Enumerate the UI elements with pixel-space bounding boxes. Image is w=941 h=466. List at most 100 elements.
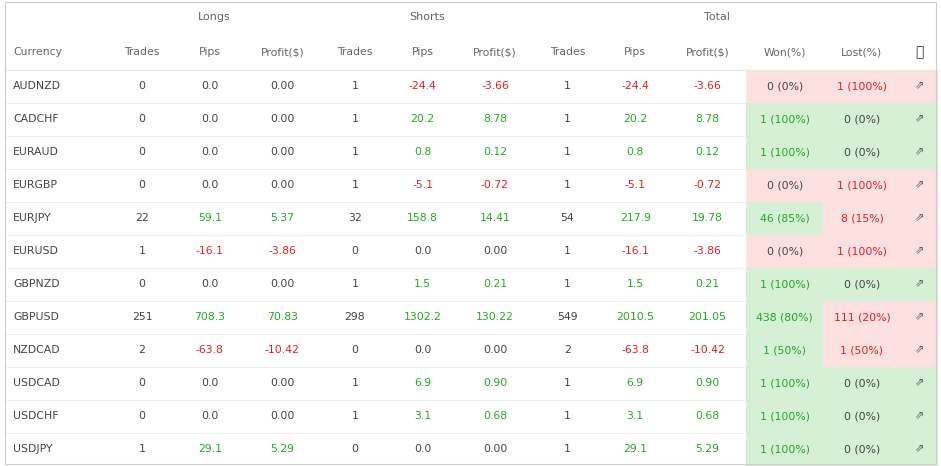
Text: Profit($): Profit($) bbox=[686, 48, 729, 57]
Text: 0 (0%): 0 (0%) bbox=[767, 82, 803, 91]
Bar bbox=[823, 136, 938, 169]
Text: 5.29: 5.29 bbox=[270, 445, 295, 454]
Text: 0.00: 0.00 bbox=[483, 445, 507, 454]
Text: 54: 54 bbox=[561, 213, 574, 223]
Text: NZDCAD: NZDCAD bbox=[13, 345, 61, 356]
Text: Longs: Longs bbox=[199, 13, 231, 22]
Text: -3.86: -3.86 bbox=[694, 247, 722, 256]
Text: -0.72: -0.72 bbox=[481, 180, 509, 191]
Bar bbox=[746, 400, 823, 433]
Text: 1: 1 bbox=[564, 280, 571, 289]
Text: ⇗: ⇗ bbox=[915, 378, 924, 389]
Text: 1 (50%): 1 (50%) bbox=[763, 345, 806, 356]
Text: 70.83: 70.83 bbox=[267, 313, 297, 322]
Text: 29.1: 29.1 bbox=[623, 445, 647, 454]
Text: 1: 1 bbox=[351, 180, 359, 191]
Text: 0: 0 bbox=[138, 378, 146, 389]
Bar bbox=[746, 433, 823, 466]
Text: 20.2: 20.2 bbox=[410, 115, 435, 124]
Text: -10.42: -10.42 bbox=[690, 345, 726, 356]
Text: 217.9: 217.9 bbox=[620, 213, 650, 223]
Bar bbox=[823, 103, 938, 136]
Text: 0.12: 0.12 bbox=[483, 147, 507, 158]
Text: 32: 32 bbox=[348, 213, 361, 223]
Text: 1: 1 bbox=[351, 411, 359, 421]
Text: 6.9: 6.9 bbox=[414, 378, 431, 389]
Text: 549: 549 bbox=[557, 313, 578, 322]
Text: USDCAD: USDCAD bbox=[13, 378, 60, 389]
Text: 0.0: 0.0 bbox=[201, 115, 218, 124]
Text: 1: 1 bbox=[564, 445, 571, 454]
Text: 1 (100%): 1 (100%) bbox=[837, 82, 887, 91]
Text: ⇗: ⇗ bbox=[915, 247, 924, 256]
Text: 708.3: 708.3 bbox=[195, 313, 225, 322]
Text: 0.12: 0.12 bbox=[695, 147, 720, 158]
Text: ⧉: ⧉ bbox=[916, 45, 923, 60]
Text: Trades: Trades bbox=[550, 48, 585, 57]
Text: 1 (100%): 1 (100%) bbox=[759, 411, 810, 421]
Text: -3.66: -3.66 bbox=[481, 82, 509, 91]
Text: -5.1: -5.1 bbox=[625, 180, 646, 191]
Text: 0: 0 bbox=[138, 180, 146, 191]
Bar bbox=[746, 268, 823, 301]
Bar bbox=[823, 400, 938, 433]
Text: 1: 1 bbox=[138, 445, 146, 454]
Text: 3.1: 3.1 bbox=[627, 411, 644, 421]
Text: ⇗: ⇗ bbox=[915, 180, 924, 191]
Text: 0.0: 0.0 bbox=[201, 180, 218, 191]
Text: 46 (85%): 46 (85%) bbox=[760, 213, 809, 223]
Text: 1 (100%): 1 (100%) bbox=[759, 445, 810, 454]
Text: 0.0: 0.0 bbox=[201, 280, 218, 289]
Text: ⇗: ⇗ bbox=[915, 115, 924, 124]
Text: 0: 0 bbox=[138, 280, 146, 289]
Text: 2: 2 bbox=[138, 345, 146, 356]
Bar bbox=[823, 301, 938, 334]
Text: 2: 2 bbox=[564, 345, 571, 356]
Bar bbox=[746, 169, 823, 202]
Text: 251: 251 bbox=[132, 313, 152, 322]
Text: 1: 1 bbox=[564, 411, 571, 421]
Bar bbox=[746, 202, 823, 235]
Text: 0.21: 0.21 bbox=[483, 280, 507, 289]
Bar bbox=[746, 235, 823, 268]
Text: CADCHF: CADCHF bbox=[13, 115, 58, 124]
Text: 1: 1 bbox=[564, 378, 571, 389]
Text: 1 (100%): 1 (100%) bbox=[837, 247, 887, 256]
Bar bbox=[823, 334, 938, 367]
Text: USDJPY: USDJPY bbox=[13, 445, 53, 454]
Text: 0 (0%): 0 (0%) bbox=[767, 180, 803, 191]
Text: 0.0: 0.0 bbox=[414, 247, 431, 256]
Text: Pips: Pips bbox=[624, 48, 646, 57]
Text: EURJPY: EURJPY bbox=[13, 213, 52, 223]
Text: 0.0: 0.0 bbox=[201, 147, 218, 158]
Text: ⇗: ⇗ bbox=[915, 411, 924, 421]
Text: 1 (100%): 1 (100%) bbox=[759, 378, 810, 389]
Text: EURAUD: EURAUD bbox=[13, 147, 59, 158]
Text: ⇗: ⇗ bbox=[915, 147, 924, 158]
Text: 0 (0%): 0 (0%) bbox=[844, 411, 880, 421]
Text: 1: 1 bbox=[351, 280, 359, 289]
Text: 1: 1 bbox=[564, 247, 571, 256]
Text: 0: 0 bbox=[138, 147, 146, 158]
Text: -24.4: -24.4 bbox=[621, 82, 649, 91]
Text: -63.8: -63.8 bbox=[196, 345, 224, 356]
Text: 1: 1 bbox=[564, 82, 571, 91]
Text: ⇗: ⇗ bbox=[915, 345, 924, 356]
Text: ⇗: ⇗ bbox=[915, 82, 924, 91]
Bar bbox=[746, 301, 823, 334]
Text: EURGBP: EURGBP bbox=[13, 180, 58, 191]
Text: 1 (50%): 1 (50%) bbox=[840, 345, 884, 356]
Text: -5.1: -5.1 bbox=[412, 180, 433, 191]
Text: Won(%): Won(%) bbox=[763, 48, 806, 57]
Text: 14.41: 14.41 bbox=[480, 213, 510, 223]
Text: 0.00: 0.00 bbox=[270, 378, 295, 389]
Text: Pips: Pips bbox=[199, 48, 221, 57]
Text: 19.78: 19.78 bbox=[693, 213, 723, 223]
Text: Profit($): Profit($) bbox=[473, 48, 517, 57]
Text: Total: Total bbox=[704, 13, 730, 22]
Text: -3.66: -3.66 bbox=[694, 82, 722, 91]
Bar bbox=[746, 136, 823, 169]
Text: 1 (100%): 1 (100%) bbox=[759, 147, 810, 158]
Text: 1: 1 bbox=[351, 147, 359, 158]
Text: 0.00: 0.00 bbox=[270, 115, 295, 124]
